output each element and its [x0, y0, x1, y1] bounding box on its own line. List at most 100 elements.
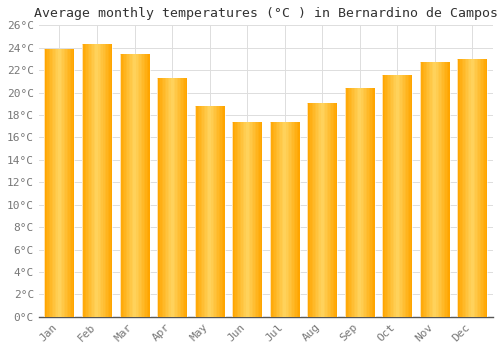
Bar [178, 78, 180, 317]
Bar [200, 106, 202, 317]
Bar [289, 122, 290, 317]
Bar [283, 122, 284, 317]
Bar [166, 78, 168, 317]
Bar [350, 88, 351, 317]
Bar [374, 88, 375, 317]
Bar [310, 103, 312, 317]
Bar [386, 75, 387, 317]
Bar [314, 103, 316, 317]
Bar [86, 44, 88, 317]
Bar [180, 78, 181, 317]
Bar [402, 75, 404, 317]
Bar [122, 55, 124, 317]
Bar [162, 78, 163, 317]
Bar [208, 106, 210, 317]
Bar [91, 44, 92, 317]
Bar [108, 44, 109, 317]
Bar [325, 103, 326, 317]
Bar [320, 103, 322, 317]
Bar [448, 62, 450, 317]
Bar [204, 106, 205, 317]
Bar [109, 44, 110, 317]
Bar [298, 122, 300, 317]
Bar [476, 59, 477, 317]
Bar [372, 88, 374, 317]
Bar [56, 49, 58, 317]
Bar [58, 49, 59, 317]
Bar [103, 44, 104, 317]
Bar [160, 78, 162, 317]
Bar [282, 122, 283, 317]
Bar [60, 49, 61, 317]
Bar [276, 122, 277, 317]
Bar [428, 62, 429, 317]
Bar [128, 55, 130, 317]
Bar [346, 88, 348, 317]
Bar [102, 44, 103, 317]
Bar [206, 106, 208, 317]
Bar [326, 103, 328, 317]
Bar [240, 122, 241, 317]
Bar [462, 59, 464, 317]
Bar [411, 75, 412, 317]
Bar [55, 49, 56, 317]
Bar [482, 59, 483, 317]
Bar [205, 106, 206, 317]
Bar [186, 78, 187, 317]
Bar [184, 78, 186, 317]
Bar [393, 75, 394, 317]
Bar [132, 55, 133, 317]
Bar [429, 62, 430, 317]
Bar [216, 106, 217, 317]
Bar [196, 106, 198, 317]
Bar [399, 75, 400, 317]
Bar [410, 75, 411, 317]
Bar [244, 122, 246, 317]
Bar [362, 88, 363, 317]
Bar [199, 106, 200, 317]
Bar [398, 75, 399, 317]
Bar [148, 55, 150, 317]
Bar [333, 103, 334, 317]
Bar [272, 122, 274, 317]
Bar [435, 62, 436, 317]
Bar [145, 55, 146, 317]
Bar [138, 55, 139, 317]
Bar [49, 49, 50, 317]
Bar [364, 88, 366, 317]
Bar [220, 106, 222, 317]
Bar [50, 49, 52, 317]
Bar [354, 88, 356, 317]
Bar [370, 88, 372, 317]
Bar [430, 62, 432, 317]
Bar [174, 78, 175, 317]
Bar [73, 49, 74, 317]
Bar [316, 103, 318, 317]
Bar [146, 55, 148, 317]
Bar [458, 59, 459, 317]
Bar [88, 44, 90, 317]
Bar [348, 88, 350, 317]
Bar [336, 103, 338, 317]
Bar [248, 122, 250, 317]
Bar [254, 122, 256, 317]
Bar [436, 62, 438, 317]
Bar [92, 44, 94, 317]
Bar [52, 49, 54, 317]
Bar [271, 122, 272, 317]
Bar [212, 106, 214, 317]
Bar [242, 122, 244, 317]
Bar [158, 78, 160, 317]
Bar [465, 59, 466, 317]
Bar [217, 106, 218, 317]
Bar [438, 62, 440, 317]
Bar [253, 122, 254, 317]
Bar [295, 122, 296, 317]
Bar [360, 88, 362, 317]
Bar [133, 55, 134, 317]
Bar [483, 59, 484, 317]
Bar [120, 55, 121, 317]
Bar [61, 49, 62, 317]
Bar [328, 103, 330, 317]
Bar [420, 62, 422, 317]
